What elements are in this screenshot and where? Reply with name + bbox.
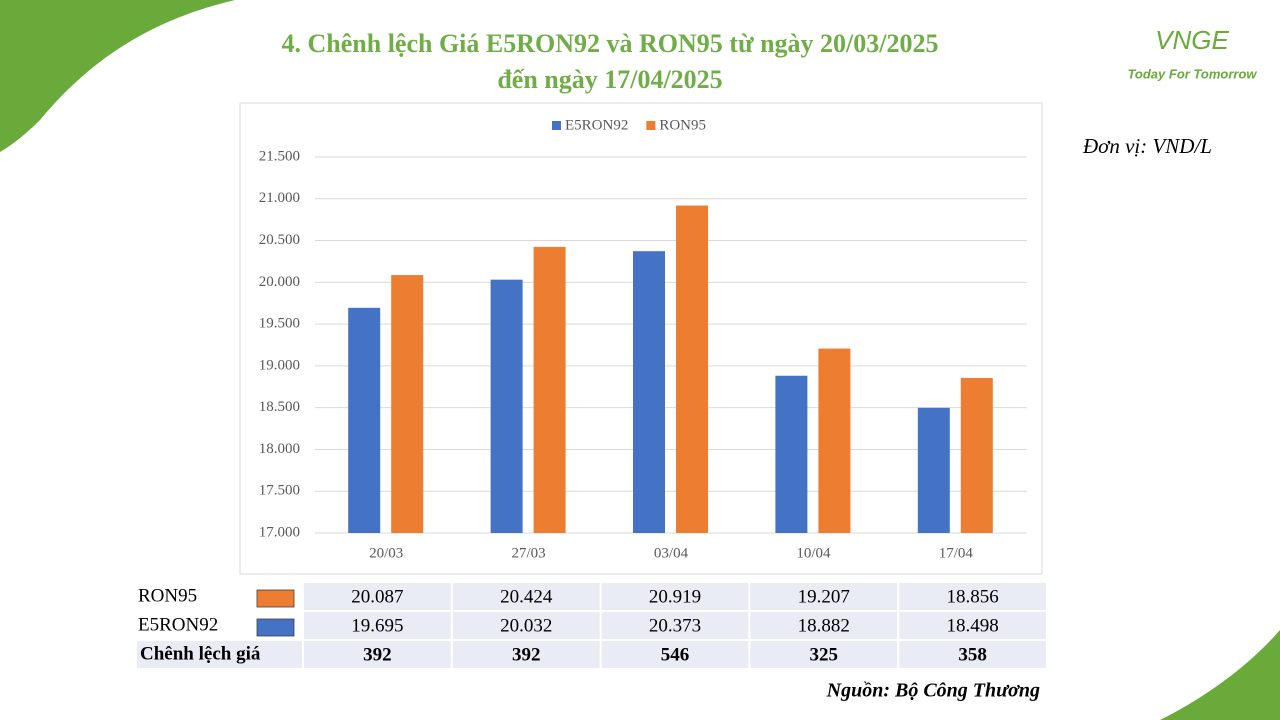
label-cell [137,641,302,668]
cell [452,612,600,639]
bar [676,205,708,533]
row-swatch [256,589,295,608]
bar [633,251,665,533]
chart-title: đến ngày 17/04/2025 [497,65,722,94]
cell [304,612,451,639]
cell [750,612,898,639]
row-label: E5RON92 [138,614,218,635]
cell-value: 392 [363,644,392,665]
legend-swatch [646,121,656,130]
legend-label: E5RON92 [565,117,628,133]
bar [391,275,424,533]
data-table: RON95 20.087 20.424 20.919 19.207 18.856 E5RON… [137,583,1046,668]
bar [533,246,566,534]
cell [304,641,451,668]
cell-value: 20.424 [500,586,553,607]
y-tick-label: 20.500 [259,232,300,248]
y-tick-label: 17.000 [259,524,300,540]
y-tick-label: 18.500 [259,399,300,415]
legend-label: RON95 [659,117,706,133]
bar [818,348,851,533]
cell-value: 20.919 [649,586,701,607]
cell-value: 19.695 [351,615,403,636]
y-tick-label: 19.000 [259,357,300,373]
unit-label: Đơn vị: VND/L [1082,134,1212,158]
cell [304,583,451,610]
bar [348,307,381,533]
cell-value: 18.856 [946,586,998,607]
cell [601,641,749,668]
y-tick-label: 20.000 [259,274,300,290]
x-tick-label: 20/03 [369,545,403,561]
bar [775,375,808,533]
decor-top-left [0,0,235,152]
y-tick-label: 21.500 [259,148,300,164]
row-swatch [256,618,295,637]
x-tick-label: 10/04 [796,545,831,561]
cell [750,583,898,610]
cell-value: 18.498 [946,615,998,636]
y-tick-label: 17.500 [259,483,300,499]
cell-value: 325 [810,644,839,665]
cell [899,612,1046,639]
source-label: Nguồn: Bộ Công Thương [826,680,1040,702]
y-tick-label: 18.000 [259,441,300,457]
bar [917,407,950,533]
cell-value: 19.207 [798,586,850,607]
cell [601,612,749,639]
cell [601,583,749,610]
cell [750,641,898,668]
cell-value: 20.087 [351,586,403,607]
cell-value: 20.373 [649,615,701,636]
bar [490,279,523,533]
row-label: Chênh lệch giá [140,643,261,664]
cell-value: 358 [958,644,987,665]
cell [452,583,600,610]
y-tick-label: 19.500 [259,316,300,332]
chart-title: 4. Chênh lệch Giá E5RON92 và RON95 từ ng… [282,29,939,58]
logo-brand: VNGE [1155,25,1229,55]
cell-value: 18.882 [798,615,850,636]
decor-bottom-right [1160,630,1280,720]
cell [899,641,1046,668]
row-label: RON95 [138,585,197,606]
x-tick-label: 27/03 [512,545,546,561]
cell [899,583,1046,610]
cell-value: 546 [661,644,690,665]
cell-value: 20.032 [500,615,552,636]
legend-swatch [552,121,561,130]
chart: 17.000 17.500 18.000 18.500 19.000 19.500 20.0… [259,117,1027,561]
cell [452,641,600,668]
y-tick-label: 21.000 [259,190,300,206]
bar [960,377,993,533]
cell-value: 392 [512,644,541,665]
logo-tagline: Today For Tomorrow [1127,66,1257,81]
x-tick-label: 17/04 [939,545,974,561]
x-tick-label: 03/04 [654,545,689,561]
